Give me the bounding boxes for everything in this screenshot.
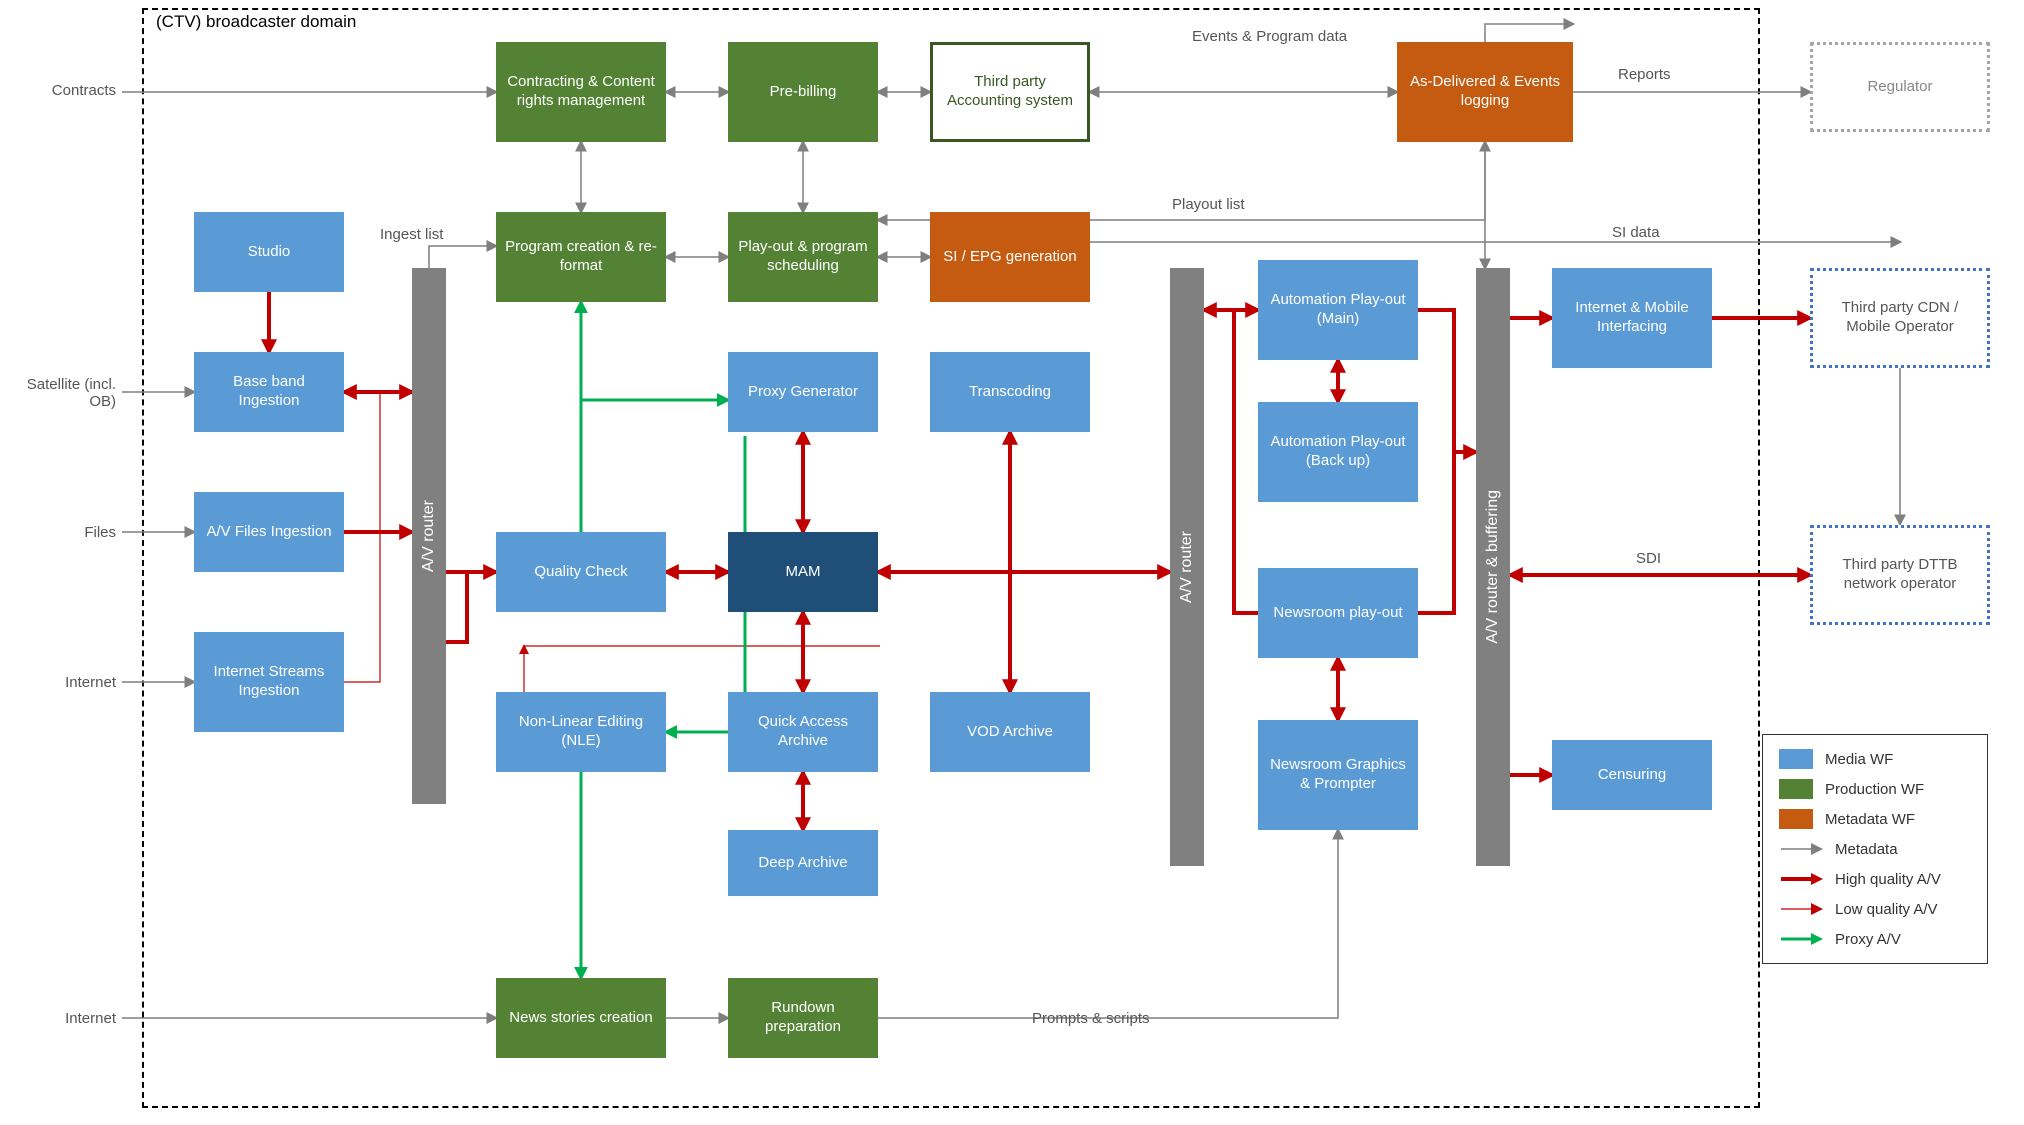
node-news_gfx: Newsroom Graphics & Prompter bbox=[1258, 720, 1418, 830]
legend-swatch bbox=[1779, 809, 1813, 829]
edge-label-el_ingest: Ingest list bbox=[380, 226, 443, 243]
edge-label-el_playout: Playout list bbox=[1172, 196, 1245, 213]
external-dttb: Third party DTTB network operator bbox=[1810, 525, 1990, 625]
node-prebilling: Pre-billing bbox=[728, 42, 878, 142]
label-l_internet2: Internet bbox=[26, 1010, 116, 1027]
node-net_mobile: Internet & Mobile Interfacing bbox=[1552, 268, 1712, 368]
edge-label-el_reports: Reports bbox=[1618, 66, 1671, 83]
label-l_contracts: Contracts bbox=[26, 82, 116, 99]
node-prog_create: Program creation & re-format bbox=[496, 212, 666, 302]
legend-item-3: Metadata bbox=[1779, 839, 1971, 859]
arrow-41 bbox=[344, 392, 380, 682]
node-auto_main: Automation Play-out (Main) bbox=[1258, 260, 1418, 360]
legend-label: High quality A/V bbox=[1835, 871, 1941, 888]
edge-label-el_prompts: Prompts & scripts bbox=[1032, 1010, 1150, 1027]
node-baseband: Base band Ingestion bbox=[194, 352, 344, 432]
legend-swatch bbox=[1779, 779, 1813, 799]
node-transcoding: Transcoding bbox=[930, 352, 1090, 432]
arrow-16 bbox=[429, 246, 496, 268]
router-router1: A/V router bbox=[412, 268, 446, 804]
legend-arrow-icon bbox=[1779, 839, 1823, 859]
node-si_epg: SI / EPG generation bbox=[930, 212, 1090, 302]
node-news_playout: Newsroom play-out bbox=[1258, 568, 1418, 658]
arrow-18 bbox=[878, 830, 1338, 1018]
legend-label: Production WF bbox=[1825, 781, 1924, 798]
edge-label-el_events: Events & Program data bbox=[1192, 28, 1347, 45]
legend-arrow-icon bbox=[1779, 899, 1823, 919]
node-netstreams: Internet Streams Ingestion bbox=[194, 632, 344, 732]
node-playout_sched: Play-out & program scheduling bbox=[728, 212, 878, 302]
legend-item-2: Metadata WF bbox=[1779, 809, 1971, 829]
arrow-33 bbox=[1418, 310, 1454, 613]
node-tp_acct: Third party Accounting system bbox=[930, 42, 1090, 142]
legend-label: Media WF bbox=[1825, 751, 1893, 768]
arrow-31 bbox=[1204, 310, 1258, 613]
router-router2: A/V router bbox=[1170, 268, 1204, 866]
legend-arrow-icon bbox=[1779, 869, 1823, 889]
legend-swatch bbox=[1779, 749, 1813, 769]
node-rundown: Rundown preparation bbox=[728, 978, 878, 1058]
legend: Media WF Production WF Metadata WF Metadata… bbox=[1762, 734, 1988, 964]
legend-item-6: Proxy A/V bbox=[1779, 929, 1971, 949]
node-qcheck: Quality Check bbox=[496, 532, 666, 612]
node-auto_backup: Automation Play-out (Back up) bbox=[1258, 402, 1418, 502]
legend-arrow-icon bbox=[1779, 929, 1823, 949]
legend-item-1: Production WF bbox=[1779, 779, 1971, 799]
node-quick_arch: Quick Access Archive bbox=[728, 692, 878, 772]
label-l_files: Files bbox=[26, 524, 116, 541]
label-l_internet1: Internet bbox=[26, 674, 116, 691]
legend-item-5: Low quality A/V bbox=[1779, 899, 1971, 919]
edge-label-el_sidata: SI data bbox=[1612, 224, 1660, 241]
node-news_create: News stories creation bbox=[496, 978, 666, 1058]
legend-label: Metadata bbox=[1835, 841, 1898, 858]
node-avfiles: A/V Files Ingestion bbox=[194, 492, 344, 572]
legend-item-0: Media WF bbox=[1779, 749, 1971, 769]
node-proxy_gen: Proxy Generator bbox=[728, 352, 878, 432]
node-mam: MAM bbox=[728, 532, 878, 612]
node-ccrm: Contracting & Content rights management bbox=[496, 42, 666, 142]
node-as_delivered: As-Delivered & Events logging bbox=[1397, 42, 1573, 142]
node-censuring: Censuring bbox=[1552, 740, 1712, 810]
node-vod_arch: VOD Archive bbox=[930, 692, 1090, 772]
node-nle: Non-Linear Editing (NLE) bbox=[496, 692, 666, 772]
legend-label: Metadata WF bbox=[1825, 811, 1915, 828]
legend-label: Proxy A/V bbox=[1835, 931, 1901, 948]
node-deep_arch: Deep Archive bbox=[728, 830, 878, 896]
edge-label-el_sdi: SDI bbox=[1636, 550, 1661, 567]
external-regulator: Regulator bbox=[1810, 42, 1990, 132]
node-studio: Studio bbox=[194, 212, 344, 292]
legend-label: Low quality A/V bbox=[1835, 901, 1938, 918]
label-l_satellite: Satellite (incl. OB) bbox=[26, 376, 116, 410]
legend-item-4: High quality A/V bbox=[1779, 869, 1971, 889]
external-cdn: Third party CDN / Mobile Operator bbox=[1810, 268, 1990, 368]
router-router3: A/V router & buffering bbox=[1476, 268, 1510, 866]
